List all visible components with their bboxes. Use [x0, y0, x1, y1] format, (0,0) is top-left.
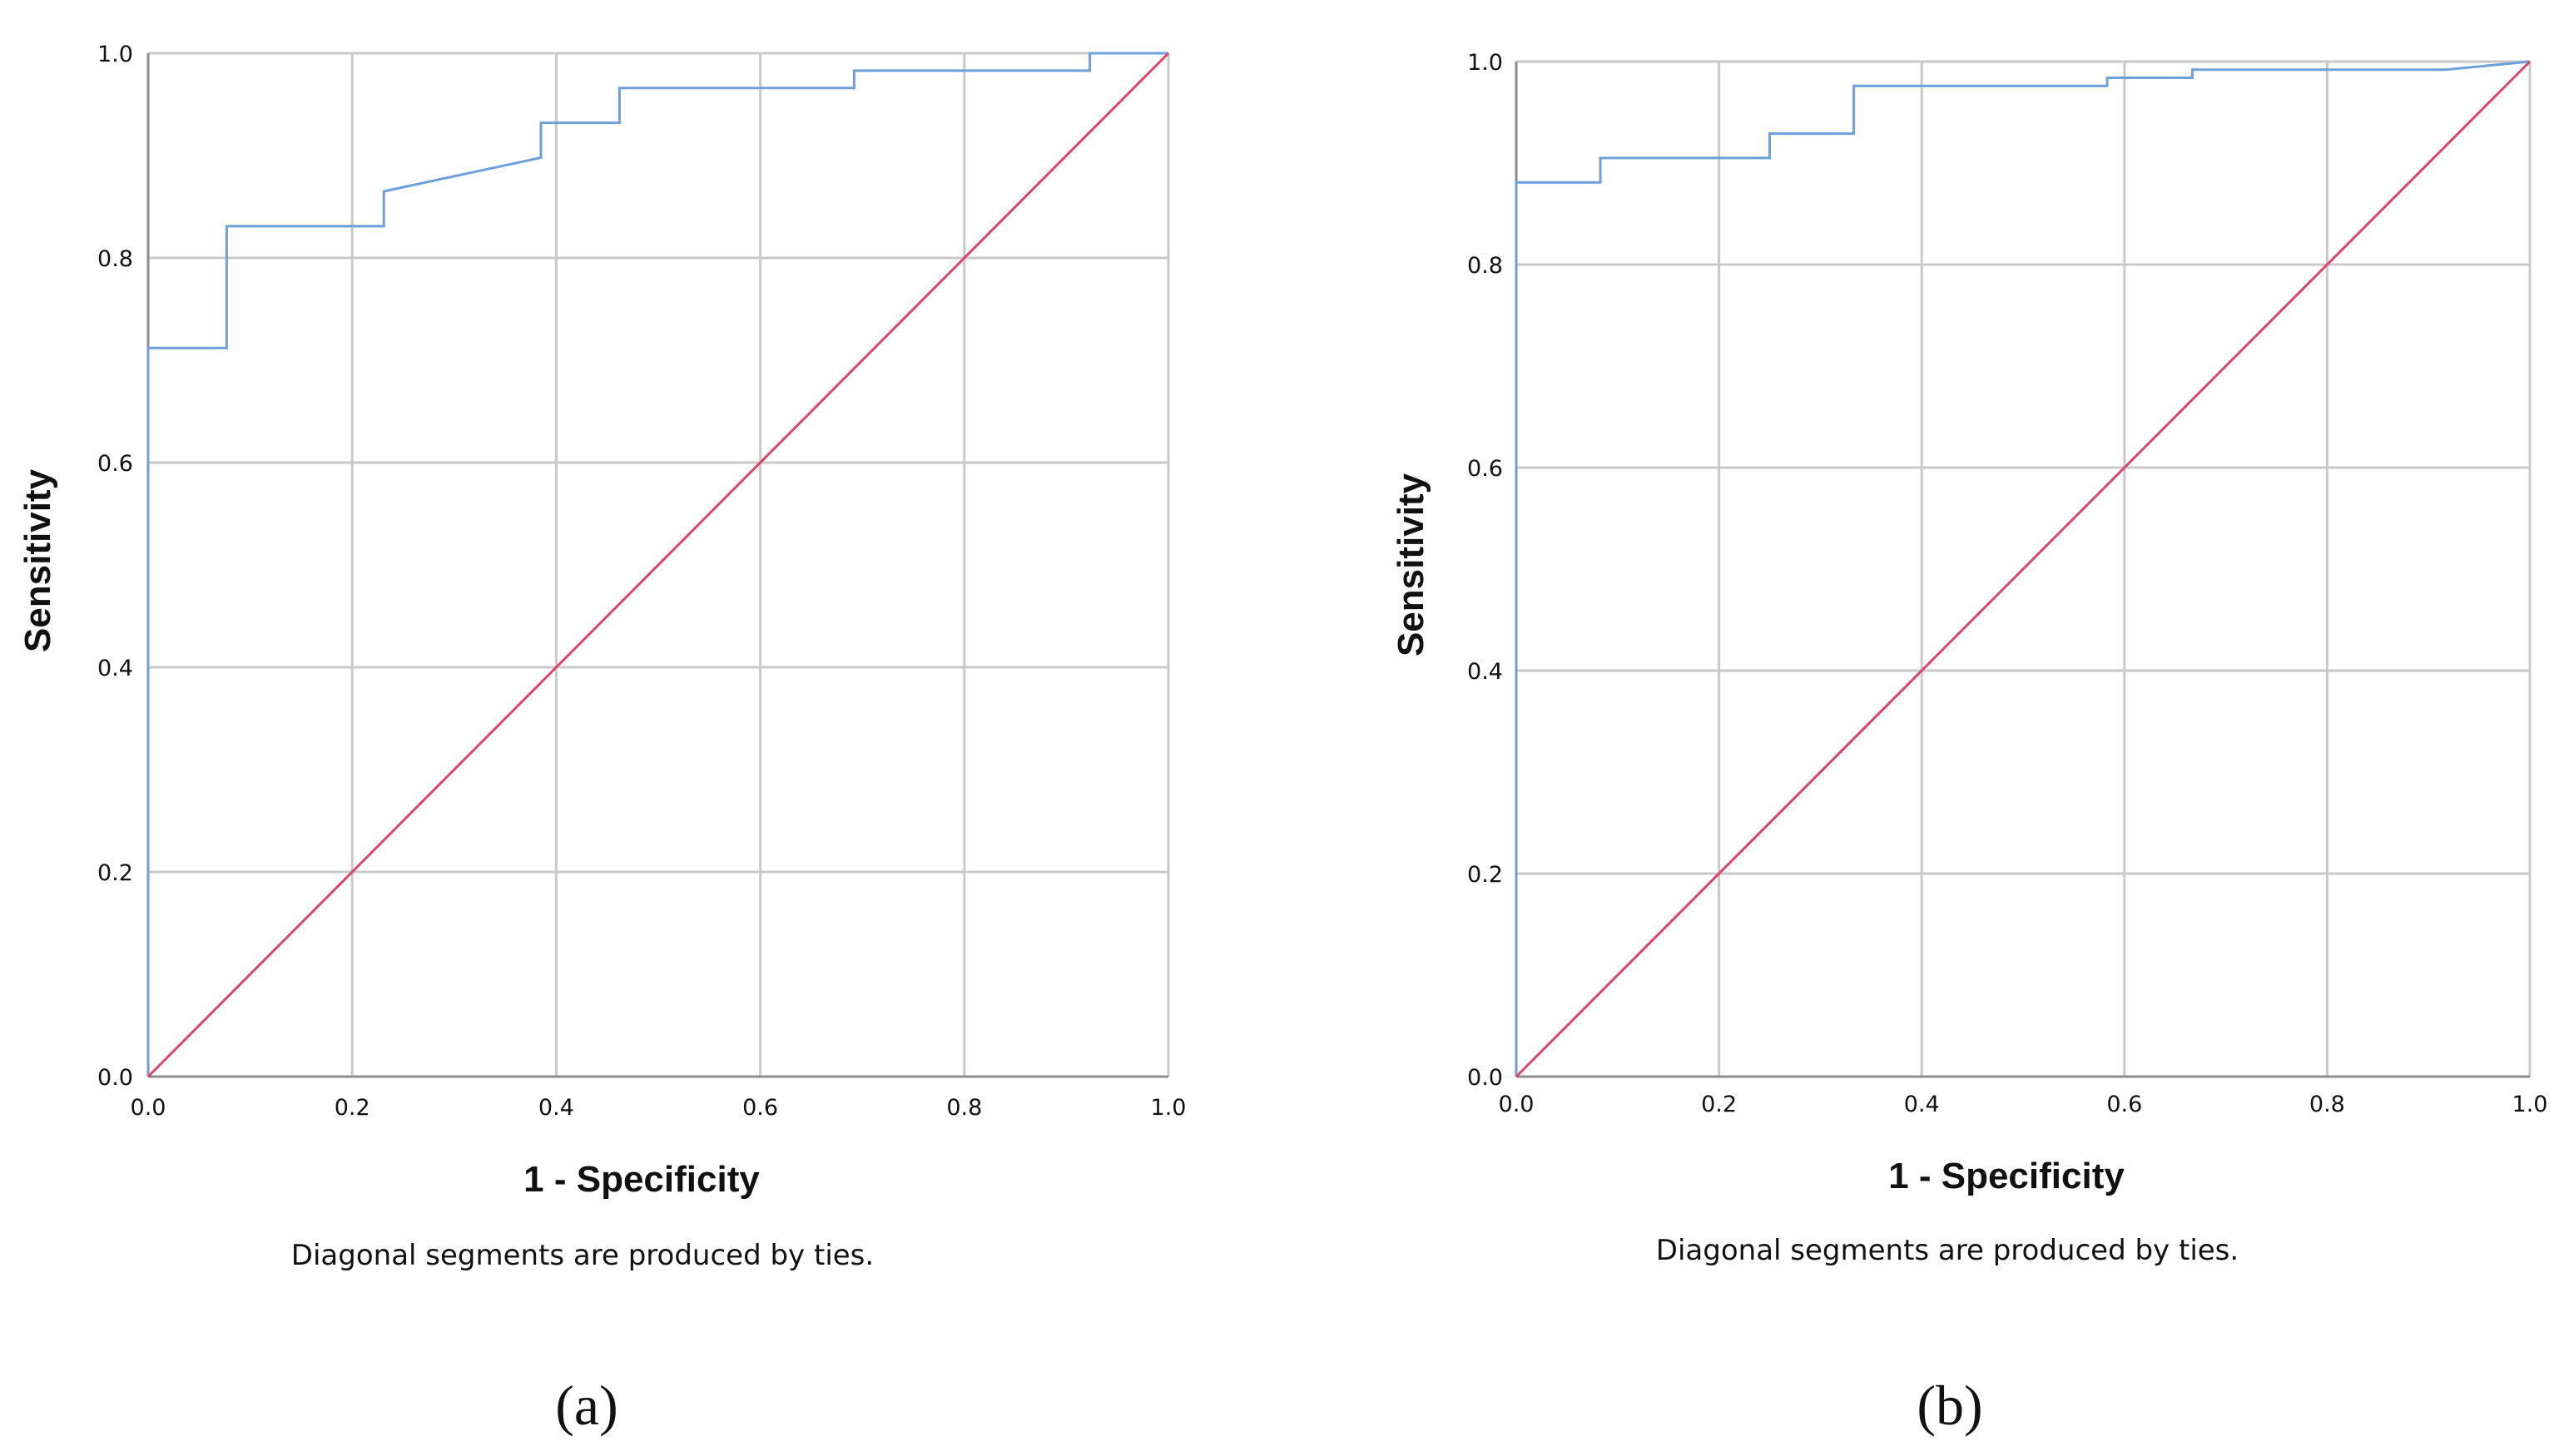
- roc-curve-line: [146, 52, 1168, 1077]
- y-tick-label: 0.0: [1467, 1065, 1503, 1091]
- y-tick-label: 0.8: [97, 246, 133, 272]
- ties-footnote: Diagonal segments are produced by ties.: [291, 1239, 874, 1272]
- x-tick-label: 0.2: [1701, 1092, 1737, 1117]
- roc-panel-a: 0.0 0.2 0.4 0.6 0.8 1.0 0.0 0.2 0.4 0.6 0.8 1.0 1 - …: [17, 42, 1186, 1437]
- y-tick-label: 0.4: [1467, 659, 1503, 685]
- x-tick-label: 0.4: [538, 1095, 574, 1121]
- y-tick-label: 0.2: [97, 860, 133, 886]
- x-axis-title: 1 - Specificity: [1888, 1156, 2125, 1196]
- y-tick-label: 0.6: [97, 451, 133, 477]
- panel-label: (a): [555, 1374, 617, 1437]
- y-tick-label: 1.0: [97, 42, 133, 67]
- x-tick-label: 0.4: [1904, 1092, 1940, 1117]
- y-tick-label: 0.8: [1467, 253, 1503, 279]
- x-tick-label: 0.0: [1499, 1092, 1535, 1117]
- panel-label: (b): [1917, 1374, 1982, 1437]
- y-tick-label: 1.0: [1467, 50, 1503, 76]
- roc-panel-b: 0.0 0.2 0.4 0.6 0.8 1.0 0.0 0.2 0.4 0.6 0.8 1.0 1 - …: [1391, 50, 2547, 1437]
- x-tick-label: 0.6: [742, 1095, 778, 1121]
- reference-diagonal-line: [1515, 60, 2532, 1078]
- y-tick-label: 0.4: [97, 656, 133, 681]
- x-tick-label: 0.2: [335, 1095, 370, 1121]
- y-tick-label: 0.6: [1467, 456, 1503, 482]
- x-tick-label: 0.6: [2106, 1092, 2142, 1117]
- x-tick-label: 0.8: [2309, 1092, 2345, 1117]
- x-tick-label: 0.8: [946, 1095, 982, 1121]
- reference-diagonal-line: [146, 52, 1170, 1078]
- x-tick-label: 0.0: [131, 1095, 166, 1121]
- x-tick-label: 1.0: [2512, 1092, 2548, 1117]
- ties-footnote: Diagonal segments are produced by ties.: [1656, 1234, 2239, 1267]
- y-axis-title: Sensitivity: [17, 468, 58, 652]
- y-tick-label: 0.2: [1467, 862, 1503, 888]
- y-tick-label: 0.0: [97, 1065, 133, 1091]
- x-tick-label: 1.0: [1151, 1095, 1187, 1121]
- x-axis-title: 1 - Specificity: [523, 1159, 760, 1200]
- roc-curve-line: [1515, 60, 2531, 1077]
- y-axis-title: Sensitivity: [1391, 473, 1431, 656]
